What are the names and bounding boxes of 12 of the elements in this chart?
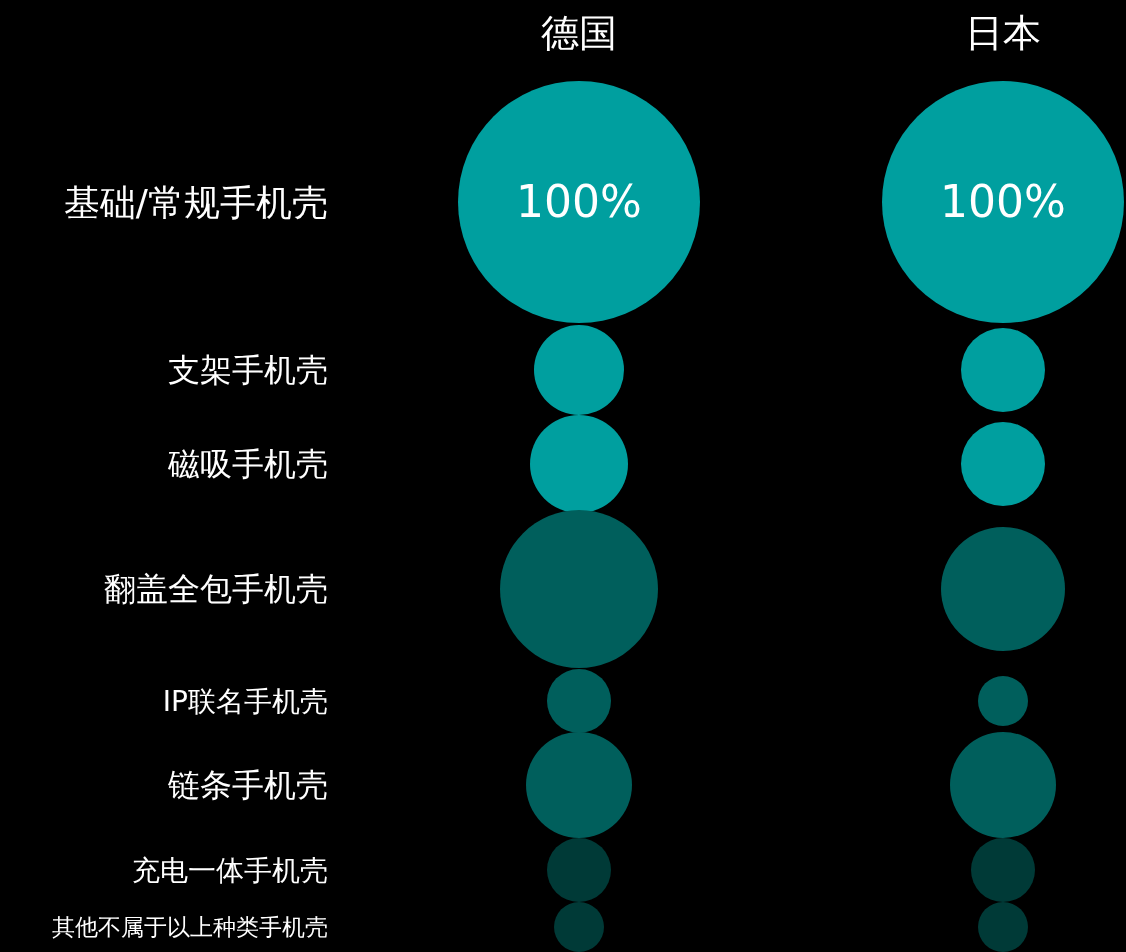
- category-label: IP联名手机壳: [162, 684, 328, 718]
- category-label: 充电一体手机壳: [132, 853, 328, 887]
- category-label: 其他不属于以上种类手机壳: [52, 914, 328, 941]
- category-label: 日本: [965, 11, 1041, 55]
- data-label: 100%: [516, 176, 642, 228]
- category-label: 链条手机壳: [168, 766, 328, 805]
- data-label: 100%: [940, 176, 1066, 228]
- category-label: 基础/常规手机壳: [63, 181, 328, 223]
- category-label: 翻盖全包手机壳: [104, 570, 328, 609]
- category-label: 德国: [541, 11, 617, 55]
- category-label: 磁吸手机壳: [168, 445, 328, 484]
- category-label: 支架手机壳: [168, 351, 328, 390]
